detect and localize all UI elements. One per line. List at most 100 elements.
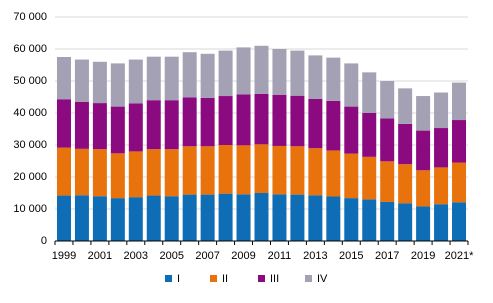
bar-segment xyxy=(362,199,377,241)
y-tick-label: 20 000 xyxy=(13,171,47,183)
bar-segment xyxy=(272,49,287,95)
bar-segment xyxy=(398,164,413,204)
bar-segment xyxy=(236,145,251,195)
bar-segment xyxy=(434,204,449,241)
bar-segment xyxy=(110,198,125,241)
x-tick-label: 2015 xyxy=(339,250,363,262)
bar-segment xyxy=(74,148,89,196)
bar-segment xyxy=(92,61,107,104)
legend-label: I xyxy=(177,273,180,285)
bar-segment xyxy=(380,161,395,202)
bar-segment xyxy=(218,50,233,97)
bar-segment xyxy=(272,194,287,241)
bar-segment xyxy=(182,52,197,98)
bar-segment xyxy=(362,156,377,200)
bar-segment xyxy=(326,100,341,151)
bar-segment xyxy=(308,148,323,196)
bar-segment xyxy=(380,201,395,241)
bar-segment xyxy=(290,95,305,147)
legend-label: III xyxy=(270,273,279,285)
bar-segment xyxy=(344,63,359,107)
bar-segment xyxy=(110,63,125,107)
bar-segment xyxy=(128,197,143,241)
bar-segment xyxy=(146,149,161,196)
bar-segment xyxy=(290,146,305,195)
bar-segment xyxy=(56,147,71,196)
bar-segment xyxy=(164,149,179,197)
bar-segment xyxy=(236,47,251,95)
y-tick-label: 10 000 xyxy=(13,203,47,215)
bar-segment xyxy=(128,59,143,104)
bar-segment xyxy=(344,106,359,154)
bar-segment xyxy=(200,194,215,241)
bar-segment xyxy=(326,196,341,241)
bar-segment xyxy=(56,57,71,100)
legend-swatch xyxy=(305,275,312,282)
bar-segment xyxy=(452,120,467,163)
x-tick-label: 2017 xyxy=(375,250,399,262)
bar-segment xyxy=(128,103,143,152)
x-tick-label: 1999 xyxy=(52,250,76,262)
bar-segment xyxy=(416,170,431,207)
bar-segment xyxy=(218,96,233,145)
y-tick-label: 60 000 xyxy=(13,43,47,55)
bar-segment xyxy=(92,149,107,197)
bar-segment xyxy=(182,97,197,147)
bar-segment xyxy=(416,206,431,241)
bar-segment xyxy=(290,194,305,241)
bar-segment xyxy=(380,81,395,119)
bar-segment xyxy=(236,194,251,241)
bar-segment xyxy=(254,45,269,94)
bar-segment xyxy=(110,153,125,199)
x-tick-label: 2001 xyxy=(88,250,112,262)
bar-segment xyxy=(452,202,467,241)
bar-segment xyxy=(434,92,449,129)
bar-segment xyxy=(362,72,377,113)
bar-segment xyxy=(452,82,467,121)
bar-segment xyxy=(326,57,341,101)
bar-segment xyxy=(236,94,251,146)
bar-segment xyxy=(74,195,89,241)
bar-segment xyxy=(416,130,431,171)
bar-segment xyxy=(164,56,179,101)
legend-swatch xyxy=(258,275,265,282)
bar-segment xyxy=(380,118,395,162)
y-tick-label: 30 000 xyxy=(13,139,47,151)
bar-segment xyxy=(308,195,323,241)
bar-segment xyxy=(164,100,179,150)
bar-segment xyxy=(272,145,287,195)
bar-segment xyxy=(92,103,107,150)
bar-segment xyxy=(164,196,179,241)
y-tick-label: 70 000 xyxy=(13,11,47,23)
x-tick-label: 2007 xyxy=(195,250,219,262)
y-tick-label: 0 xyxy=(41,235,47,247)
bar-segment xyxy=(398,88,413,124)
bar-segment xyxy=(362,113,377,157)
bar-segment xyxy=(56,99,71,148)
bar-segment xyxy=(434,128,449,168)
bar-segment xyxy=(308,55,323,99)
bar-segment xyxy=(254,193,269,241)
bar-segment xyxy=(254,93,269,145)
bar-segment xyxy=(272,94,287,146)
bar-segment xyxy=(416,96,431,131)
bar-segment xyxy=(74,59,89,102)
bar-segment xyxy=(182,146,197,195)
bar-segment xyxy=(452,162,467,203)
x-tick-label: 2021* xyxy=(445,250,474,262)
bar-segment xyxy=(200,146,215,195)
bar-segment xyxy=(56,195,71,241)
x-tick-label: 2019 xyxy=(411,250,435,262)
legend-label: IV xyxy=(317,273,328,285)
bar-segment xyxy=(146,56,161,101)
x-tick-label: 2011 xyxy=(268,250,292,262)
bar-segment xyxy=(344,153,359,199)
bar-segment xyxy=(92,196,107,241)
bar-segment xyxy=(200,53,215,98)
legend-label: II xyxy=(222,273,228,285)
bar-segment xyxy=(398,203,413,241)
bar-segment xyxy=(146,100,161,150)
bar-segment xyxy=(200,97,215,147)
bar-segment xyxy=(344,198,359,241)
